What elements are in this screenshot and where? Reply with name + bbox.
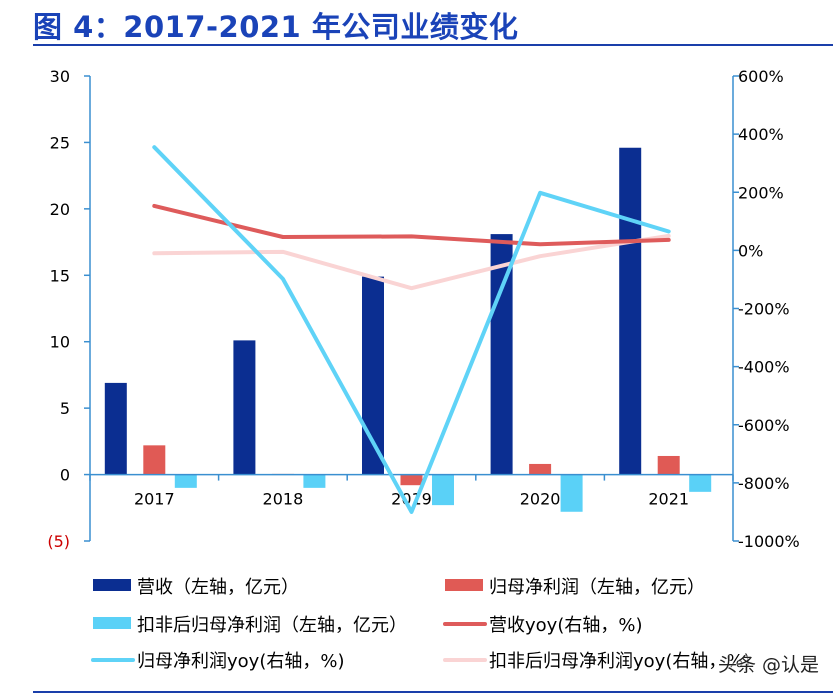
legend-label: 营收yoy(右轴，%) [489,615,642,636]
left-axis-tick-label: 25 [50,133,70,152]
revenue-bar [104,382,127,475]
right-axis-tick-label: -1000% [738,532,800,551]
x-axis-tick-label: 2017 [134,490,175,509]
right-axis-tick-label: 200% [738,183,784,202]
left-axis-tick-label: 20 [50,200,70,219]
left-axis-tick-label: 15 [50,266,70,285]
x-axis-tick-label: 2019 [391,490,432,509]
net-profit-yoy-line [152,145,671,514]
legend-swatch-bar [93,617,131,629]
chart-title: 图 4：2017-2021 年公司业绩变化 [33,10,519,44]
legend-label: 营收（左轴，亿元） [137,577,299,598]
deducted-net-profit-bar [560,474,583,512]
net-profit-bar [143,445,166,475]
net-profit-bar [657,455,680,475]
net-profit-bar [529,463,552,475]
title-divider [33,44,833,46]
legend-label: 归母净利润（左轴，亿元） [489,577,705,598]
left-axis-tick-label: 10 [50,333,70,352]
left-axis-tick-label: 0 [60,466,70,485]
right-axis-tick-label: -400% [738,358,790,377]
left-axis-tick-label: 30 [50,67,70,86]
revenue-yoy-line [152,203,671,247]
revenue-bar [233,340,256,475]
deducted-net-profit-bar [174,474,197,488]
x-axis-tick-label: 2018 [263,490,304,509]
right-axis-tick-label: 0% [738,241,763,260]
left-axis-tick-label: 5 [60,399,70,418]
lines-layer [152,145,671,514]
x-axis-tick-label: 2021 [648,490,689,509]
legend-label: 归母净利润yoy(右轴，%) [137,651,344,672]
right-axis-tick-label: 600% [738,67,784,86]
legend-label: 扣非后归母净利润yoy(右轴，%) [489,651,750,672]
revenue-bar [362,276,384,475]
deducted-net-profit-bar [689,474,712,492]
legend-swatch-bar [445,579,483,591]
right-axis-tick-label: 400% [738,125,784,144]
right-axis-tick-label: -800% [738,474,790,493]
x-axis-tick-label: 2020 [520,490,561,509]
bottom-divider [33,691,833,693]
watermark: 头条 @认是 [718,654,820,676]
bars-layer [104,147,712,512]
revenue-bar [619,147,642,475]
deducted-net-profit-bar [432,474,454,506]
right-axis-tick-label: -600% [738,416,790,435]
deducted-net-profit-yoy-line [152,233,671,291]
legend: 营收（左轴，亿元） 归母净利润（左轴，亿元） 扣非后归母净利润（左轴，亿元） 营收yo… [91,577,750,672]
right-axis-tick-label: -200% [738,300,790,319]
legend-label: 扣非后归母净利润（左轴，亿元） [137,615,407,636]
net-profit-bar [400,474,423,486]
revenue-bar [490,234,513,475]
axes-layer: 30 25 20 15 10 5 0 (5) 600% 400% 200% 0% -200% -400% -… [47,67,799,551]
left-axis-tick-label: (5) [47,532,70,551]
legend-swatch-bar [93,579,131,591]
deducted-net-profit-bar [303,474,326,488]
